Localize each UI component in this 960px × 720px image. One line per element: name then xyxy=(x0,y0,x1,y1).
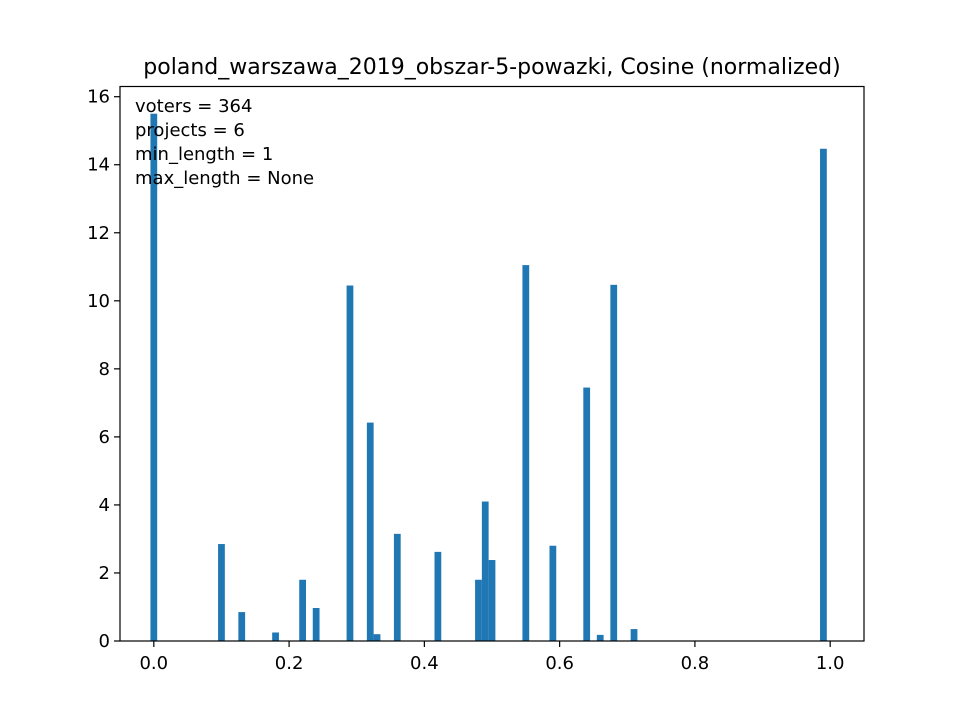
stats-annotation: voters = 364 projects = 6 min_length = 1… xyxy=(135,96,314,189)
y-tick-label: 12 xyxy=(87,223,110,244)
histogram-bar xyxy=(366,422,374,641)
histogram-bar xyxy=(299,579,306,641)
x-tick-label: 0.6 xyxy=(545,653,574,674)
histogram-bar xyxy=(610,284,618,641)
annotation-min-length: min_length = 1 xyxy=(135,144,273,165)
y-tick-label: 16 xyxy=(87,87,110,108)
histogram-bar xyxy=(583,387,591,641)
histogram-bar xyxy=(596,634,604,641)
x-tick-label: 0.0 xyxy=(139,653,168,674)
histogram-bar xyxy=(393,533,401,641)
histogram-bar xyxy=(373,634,381,641)
histogram-bar xyxy=(630,629,638,641)
x-tick-label: 0.8 xyxy=(681,653,710,674)
y-tick-label: 10 xyxy=(87,291,110,312)
annotation-voters: voters = 364 xyxy=(135,96,252,117)
plot-frame xyxy=(119,85,865,642)
bars-group xyxy=(150,113,827,642)
x-tick-label: 1.0 xyxy=(816,653,845,674)
chart-title: poland_warszawa_2019_obszar-5-powazki, C… xyxy=(143,55,840,80)
histogram-bar xyxy=(218,544,225,641)
y-tick-label: 4 xyxy=(99,495,110,516)
histogram-bar xyxy=(312,608,320,641)
y-tick-label: 8 xyxy=(99,359,110,380)
x-tick-label: 0.2 xyxy=(275,653,304,674)
y-axis: 0 2 4 6 8 10 12 14 16 xyxy=(87,87,120,652)
histogram-bar xyxy=(238,612,246,641)
y-tick-label: 14 xyxy=(87,155,110,176)
annotation-projects: projects = 6 xyxy=(135,120,245,141)
x-tick-label: 0.4 xyxy=(410,653,439,674)
annotation-max-length: max_length = None xyxy=(135,168,314,189)
histogram-bar xyxy=(475,579,482,641)
x-axis: 0.0 0.2 0.4 0.6 0.8 1.0 xyxy=(139,641,845,674)
histogram-bar xyxy=(434,551,442,641)
y-tick-label: 0 xyxy=(99,631,110,652)
histogram-bar xyxy=(522,265,530,641)
histogram-bar xyxy=(549,545,557,641)
histogram-bar xyxy=(488,560,496,641)
y-tick-label: 6 xyxy=(99,427,110,448)
histogram-bar xyxy=(820,148,827,642)
y-tick-label: 2 xyxy=(99,563,110,584)
histogram-bar xyxy=(346,285,354,641)
histogram-bar xyxy=(481,501,489,641)
histogram-bar xyxy=(272,632,279,641)
histogram-bar xyxy=(150,113,158,641)
